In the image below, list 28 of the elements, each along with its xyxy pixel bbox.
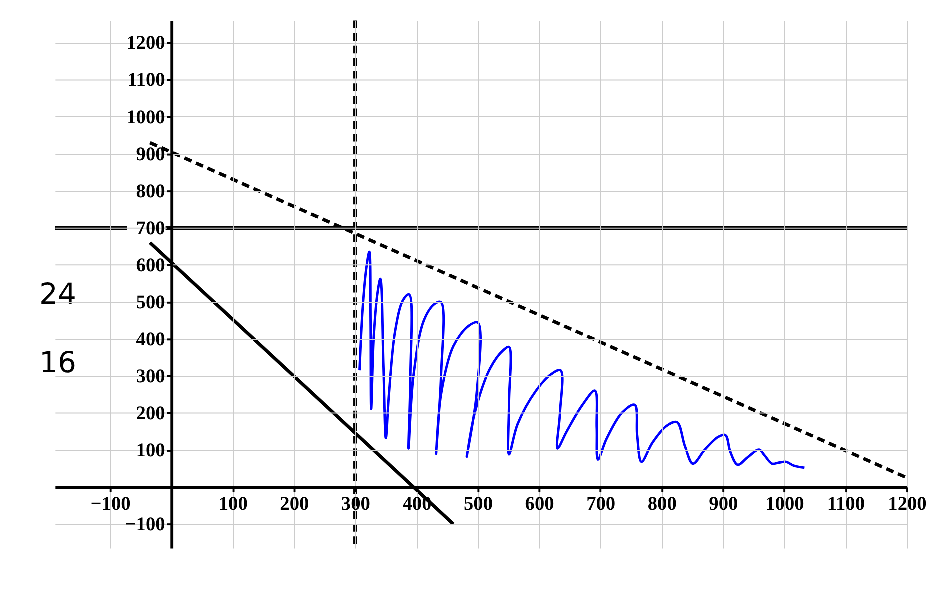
x-tick-label: 600 [525, 494, 554, 515]
x-tick-label: 700 [586, 494, 616, 515]
y-tick-label: 700 [136, 218, 166, 240]
x-tick-label: 900 [709, 494, 738, 515]
y-tick-label: 1000 [126, 107, 166, 128]
x-tick-label: 1000 [766, 494, 804, 515]
y-tick-label: 300 [136, 366, 166, 388]
x-tick-label: 1200 [888, 494, 927, 515]
x-tick-label: −100 [90, 494, 131, 515]
line-series [358, 250, 806, 470]
x-tick-label: 500 [464, 494, 494, 515]
x-tick-label: 100 [218, 494, 248, 515]
x-tick-label: 200 [280, 494, 310, 515]
x-tick-label: 1100 [827, 494, 866, 515]
y-tick-label: 400 [136, 329, 166, 350]
y-tick-label: 1200 [126, 33, 166, 54]
annotation: 16 [40, 345, 76, 380]
y-tick-label: 100 [136, 440, 166, 462]
y-tick-label: 1100 [128, 70, 166, 92]
y-tick-label: 800 [136, 181, 166, 202]
y-tick-label: −100 [125, 514, 166, 536]
x-tick-label: 800 [648, 494, 677, 515]
annotation: 24 [40, 276, 76, 311]
x-tick-label: 300 [341, 494, 370, 515]
y-tick-label: 500 [136, 292, 166, 314]
y-tick-label: 900 [136, 144, 166, 166]
y-tick-label: 600 [136, 255, 166, 276]
y-tick-label: 200 [136, 403, 166, 424]
